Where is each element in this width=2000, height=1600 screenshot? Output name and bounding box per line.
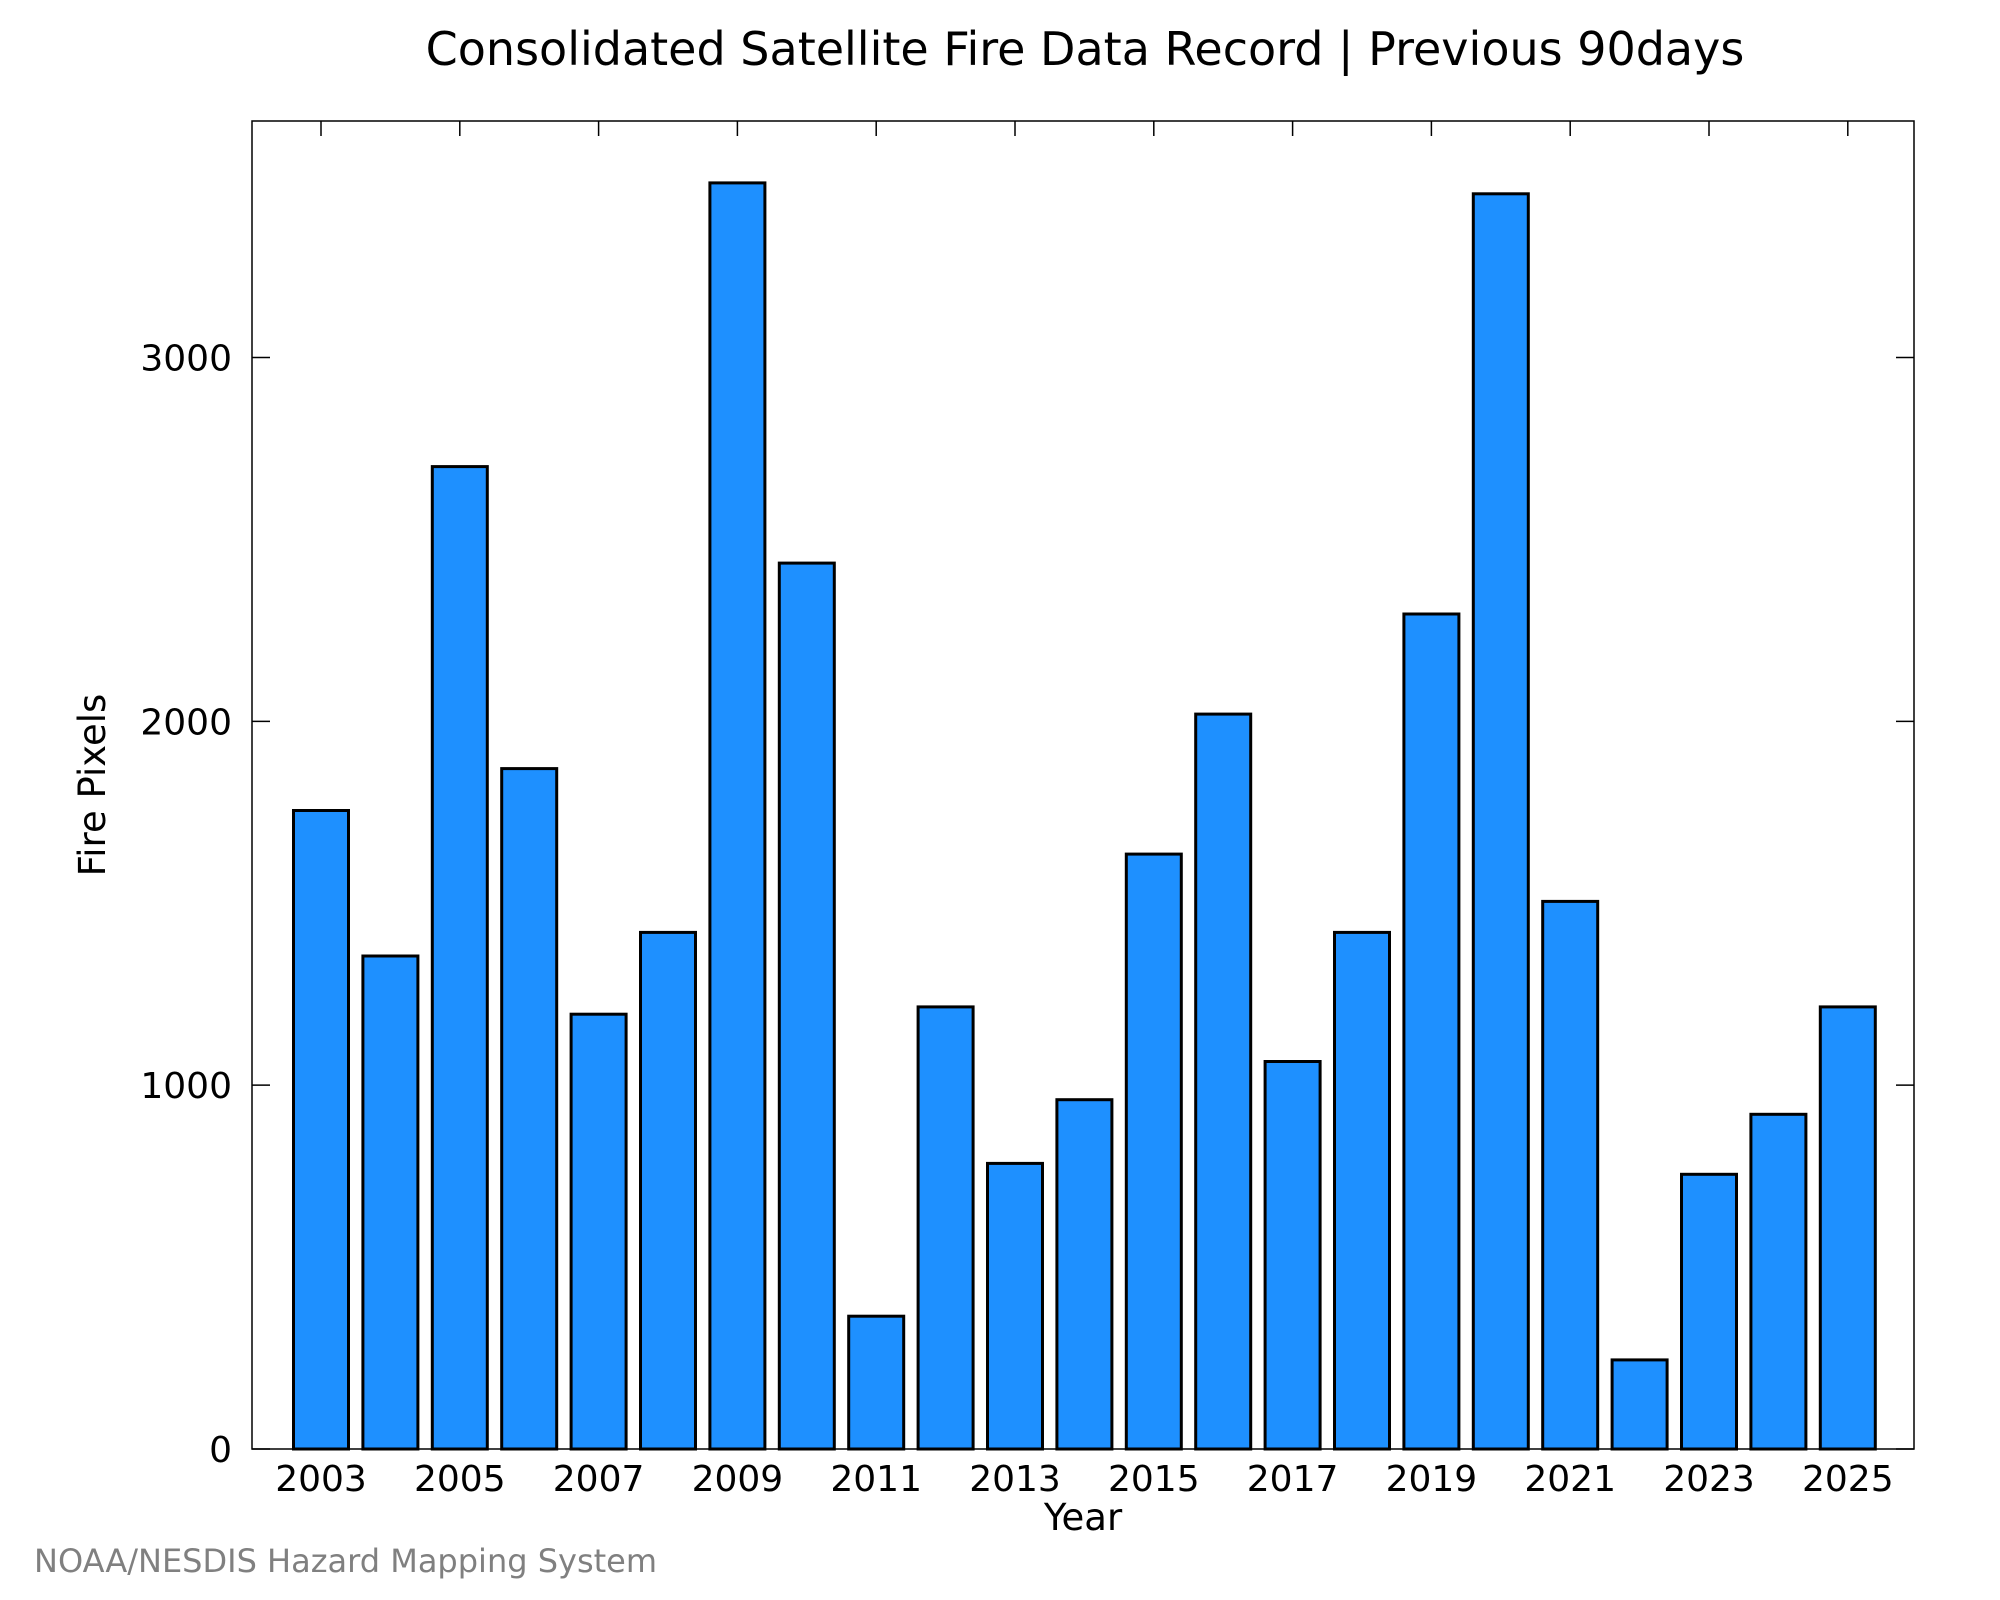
x-tick-label: 2009 — [692, 1459, 784, 1500]
bar-2014 — [1055, 1098, 1114, 1451]
x-tick-labels: 2003 2005 2007 2009 2011 2013 2015 2017 2019 2021… — [275, 1459, 1893, 1500]
y-tick-label: 1000 — [140, 1066, 232, 1107]
bar-2007 — [569, 1012, 628, 1451]
x-tick-label: 2011 — [830, 1459, 922, 1500]
bar-2016 — [1194, 712, 1253, 1451]
y-tick-label: 2000 — [140, 702, 232, 743]
x-tick-label: 2019 — [1386, 1459, 1478, 1500]
chart-title: Consolidated Satellite Fire Data Record … — [426, 22, 1745, 77]
bar-2022 — [1610, 1358, 1669, 1451]
bar-2010 — [777, 561, 836, 1451]
bar-2005 — [430, 465, 489, 1451]
x-tick-label: 2021 — [1524, 1459, 1616, 1500]
y-axis-title: Fire Pixels — [71, 694, 114, 877]
x-tick-label: 2013 — [969, 1459, 1061, 1500]
bar-2024 — [1749, 1112, 1808, 1451]
bar-2019 — [1402, 612, 1461, 1451]
x-tick-label: 2025 — [1802, 1459, 1894, 1500]
credit-text: NOAA/NESDIS Hazard Mapping System — [34, 1542, 657, 1580]
bar-2011 — [847, 1314, 906, 1451]
x-tick-label: 2003 — [275, 1459, 367, 1500]
x-tick-label: 2007 — [553, 1459, 645, 1500]
bar-2004 — [361, 954, 420, 1451]
x-tick-label: 2005 — [414, 1459, 506, 1500]
bar-2018 — [1333, 930, 1391, 1451]
bar-2023 — [1680, 1172, 1738, 1451]
bar-2015 — [1124, 852, 1183, 1451]
bars-layer — [292, 181, 1877, 1451]
bar-2003 — [292, 809, 350, 1451]
bar-2025 — [1818, 1005, 1877, 1451]
bar-2013 — [986, 1161, 1044, 1451]
x-axis-title: Year — [1043, 1496, 1123, 1539]
bar-2009 — [708, 181, 767, 1451]
bar-2008 — [639, 930, 697, 1451]
y-tick-labels: 0 1000 2000 3000 — [140, 339, 232, 1472]
x-tick-label: 2015 — [1108, 1459, 1200, 1500]
bar-2006 — [500, 767, 559, 1451]
bar-2020 — [1471, 192, 1530, 1451]
bar-2012 — [916, 1005, 975, 1451]
y-tick-label: 3000 — [140, 339, 232, 380]
x-tick-label: 2023 — [1663, 1459, 1755, 1500]
x-tick-label: 2017 — [1247, 1459, 1339, 1500]
bar-2017 — [1263, 1060, 1322, 1451]
y-tick-label: 0 — [209, 1430, 232, 1471]
bar-2021 — [1541, 899, 1600, 1451]
